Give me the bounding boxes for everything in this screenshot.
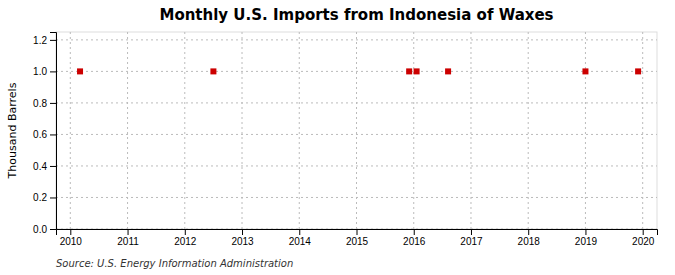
tick-mark: [50, 229, 56, 230]
tick: 0.0: [33, 224, 56, 235]
y-axis-label: Thousand Barrels: [6, 82, 19, 179]
point: [635, 68, 641, 74]
axis-line: [57, 230, 658, 236]
title: Monthly U.S. Imports from Indonesia of W…: [159, 6, 553, 24]
tick: 0.2: [33, 192, 56, 203]
tick-label: 2015: [346, 236, 369, 247]
point: [582, 68, 588, 74]
tick: 2015: [346, 229, 369, 247]
tick-label: 0.2: [33, 192, 47, 203]
grid-line: [528, 32, 529, 229]
point: [406, 68, 412, 74]
tick-mark: [70, 229, 71, 235]
point: [445, 68, 451, 74]
tick-label: 2017: [460, 236, 483, 247]
chart: 2010 2011 2012 2013 2014 2015 2016 2017 2018 2019…: [0, 0, 675, 275]
grid-line: [56, 71, 657, 72]
tick-label: 2010: [60, 236, 83, 247]
y-axis: 0.0 0.2 0.4 0.6 0.8 1.0 1.2: [33, 33, 56, 235]
grid-line: [56, 197, 657, 198]
tick-label: 2019: [575, 236, 598, 247]
grid-line: [413, 32, 414, 229]
tick-label: 2016: [403, 236, 426, 247]
tick-mark: [50, 71, 56, 72]
tick: 2020: [632, 229, 655, 247]
tick-label: 2014: [289, 236, 312, 247]
tick-label: 2011: [117, 236, 139, 247]
grid-line: [56, 102, 657, 103]
grid-line: [642, 32, 643, 229]
tick: 2011: [117, 229, 139, 247]
tick-label: 0.8: [33, 98, 47, 109]
grid-line: [242, 32, 243, 229]
tick: 2010: [60, 229, 83, 247]
tick-label: 2020: [632, 236, 655, 247]
x-axis: 2010 2011 2012 2013 2014 2015 2016 2017 2018 2019…: [57, 229, 658, 247]
points: [77, 68, 641, 74]
grid-line: [70, 32, 71, 229]
tick: 2016: [403, 229, 426, 247]
tick: 1.0: [33, 66, 56, 77]
tick: 2012: [174, 229, 197, 247]
grid-line: [56, 165, 657, 166]
tick-label: 2013: [231, 236, 254, 247]
tick-mark: [414, 229, 415, 235]
tick: 2017: [460, 229, 483, 247]
tick: 2013: [231, 229, 254, 247]
tick-mark: [50, 40, 56, 41]
plot-area: 2010 2011 2012 2013 2014 2015 2016 2017 2018 2019…: [33, 32, 657, 247]
grid-line: [585, 32, 586, 229]
tick-label: 1.0: [33, 66, 47, 77]
grid-line: [184, 32, 185, 229]
tick: 2018: [518, 229, 541, 247]
tick-label: 2018: [518, 236, 541, 247]
axis-line: [50, 33, 57, 230]
tick-mark: [643, 229, 644, 235]
grid-line: [127, 32, 128, 229]
grid-line: [356, 32, 357, 229]
tick-label: 2012: [174, 236, 197, 247]
tick-mark: [357, 229, 358, 235]
tick-label: 0.6: [33, 129, 47, 140]
tick-label: 0.4: [33, 161, 47, 172]
tick-mark: [528, 229, 529, 235]
tick-mark: [185, 229, 186, 235]
tick-label: 1.2: [33, 35, 47, 46]
point: [210, 68, 216, 74]
tick-mark: [50, 166, 56, 167]
grid-line: [299, 32, 300, 229]
tick-mark: [128, 229, 129, 235]
tick: 0.6: [33, 129, 56, 140]
tick-label: 0.0: [33, 224, 47, 235]
tick: 0.4: [33, 161, 56, 172]
tick-mark: [471, 229, 472, 235]
tick-mark: [299, 229, 300, 235]
source-note: Source: U.S. Energy Information Administ…: [56, 258, 293, 269]
grid-line: [56, 39, 657, 40]
grid: [56, 32, 657, 229]
tick: 0.8: [33, 98, 56, 109]
tick: 2019: [575, 229, 598, 247]
tick-mark: [50, 103, 56, 104]
point: [77, 68, 83, 74]
grid-line: [470, 32, 471, 229]
tick: 1.2: [33, 35, 56, 46]
plot-frame: [56, 32, 657, 229]
tick: 2014: [289, 229, 312, 247]
tick-mark: [50, 134, 56, 135]
tick-mark: [50, 197, 56, 198]
point: [414, 68, 420, 74]
tick-mark: [585, 229, 586, 235]
grid-line: [56, 134, 657, 135]
tick-mark: [242, 229, 243, 235]
